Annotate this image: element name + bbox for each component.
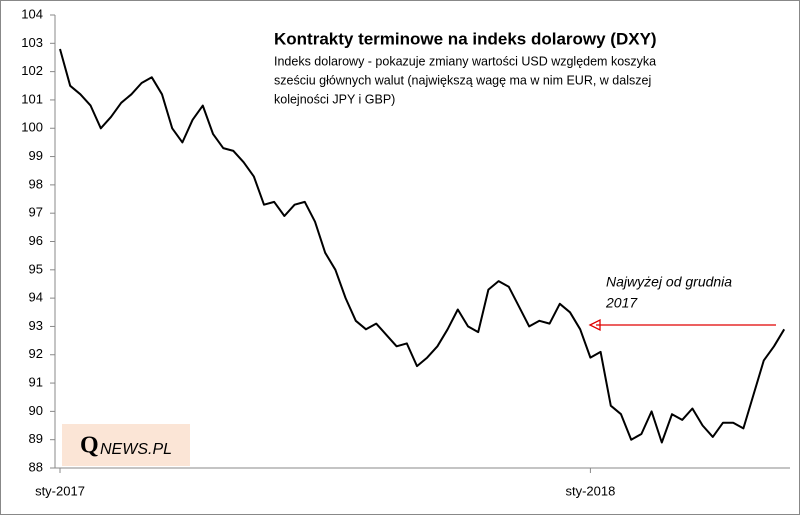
y-tick-label: 95	[29, 261, 43, 276]
y-tick-label: 91	[29, 375, 43, 390]
y-tick-label: 100	[21, 120, 43, 135]
y-tick-label: 89	[29, 431, 43, 446]
chart-title: Kontrakty terminowe na indeks dolarowy (…	[274, 29, 657, 48]
y-tick-label: 104	[21, 6, 43, 21]
y-tick-label: 90	[29, 403, 43, 418]
y-tick-label: 99	[29, 148, 43, 163]
logo: Q	[80, 433, 99, 459]
y-tick-label: 98	[29, 176, 43, 191]
y-tick-label: 92	[29, 346, 43, 361]
subtitle: sześciu głównych walut (największą wagę …	[274, 73, 651, 87]
y-tick-label: 103	[21, 35, 43, 50]
subtitle: Indeks dolarowy - pokazuje zmiany wartoś…	[274, 54, 656, 68]
arrow-head	[588, 318, 601, 332]
y-tick-label: 94	[29, 290, 43, 305]
data-line	[59, 48, 786, 444]
subtitle: kolejności JPY i GBP)	[274, 92, 395, 106]
x-tick-label: sty-2018	[565, 483, 615, 498]
logo-box	[62, 424, 190, 466]
logo: NEWS.PL	[100, 441, 172, 458]
y-tick-label: 102	[21, 63, 43, 78]
annotation: Najwyżej od grudnia	[606, 274, 732, 290]
y-tick-label: 101	[21, 91, 43, 106]
y-tick-label: 96	[29, 233, 43, 248]
x-tick-label: sty-2017	[35, 483, 85, 498]
annotation: 2017	[605, 295, 638, 311]
y-tick-label: 88	[29, 459, 43, 474]
y-tick-label: 97	[29, 205, 43, 220]
y-tick-label: 93	[29, 318, 43, 333]
